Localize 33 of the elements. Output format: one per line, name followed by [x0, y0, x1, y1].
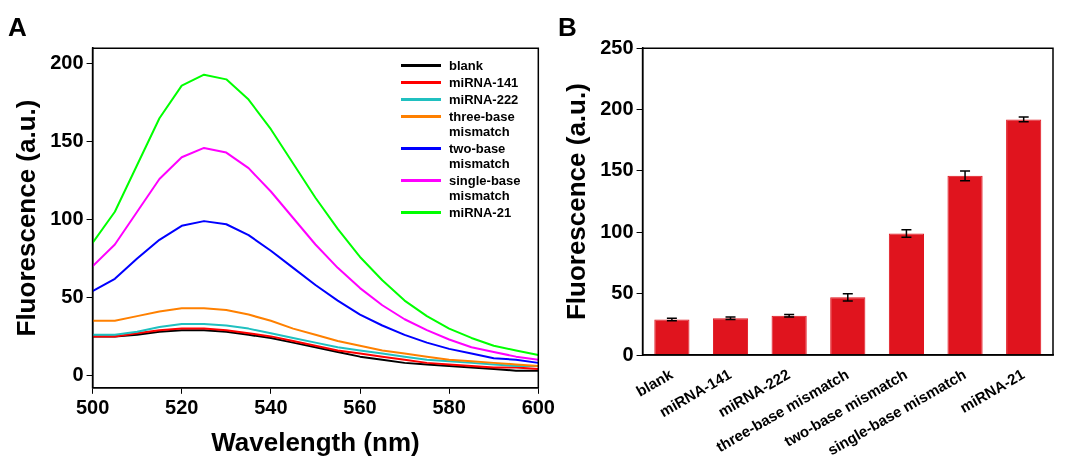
y-tick-label: 50: [611, 281, 634, 304]
x-tick-label: 560: [343, 396, 377, 419]
chart-title: B: [558, 11, 577, 42]
chart-title: A: [8, 11, 27, 42]
bar: [654, 319, 690, 355]
x-axis-title: Wavelength (nm): [211, 426, 420, 457]
x-tick-label: 540: [254, 396, 288, 419]
bar: [771, 315, 807, 355]
legend-label: miRNA-141: [449, 75, 520, 90]
x-tick-label: 520: [165, 396, 199, 419]
legend-label: blank: [449, 58, 484, 73]
y-tick-label: 0: [72, 362, 84, 385]
bar: [830, 297, 866, 355]
y-tick-label: 100: [50, 207, 84, 230]
bar: [888, 233, 925, 355]
y-tick-label: 150: [50, 129, 84, 152]
y-tick-label: 200: [600, 97, 634, 120]
bar: [712, 318, 749, 355]
x-tick-label: 600: [521, 396, 555, 419]
legend-label: miRNA-222: [449, 92, 520, 107]
legend-label: miRNA-21: [449, 205, 513, 220]
y-axis-title: Fluorescence (a.u.): [560, 83, 591, 321]
x-tick-label: 500: [75, 396, 110, 419]
y-tick-label: 0: [622, 342, 634, 365]
y-axis-title: Fluorescence (a.u.): [10, 99, 41, 337]
y-tick-label: 200: [50, 51, 84, 74]
y-tick-label: 50: [61, 284, 84, 307]
x-tick-label: 580: [432, 396, 466, 419]
y-tick-label: 150: [600, 158, 634, 181]
y-tick-label: 250: [600, 35, 634, 58]
bar: [947, 175, 983, 355]
y-tick-label: 100: [600, 219, 634, 242]
bar: [1006, 119, 1042, 355]
